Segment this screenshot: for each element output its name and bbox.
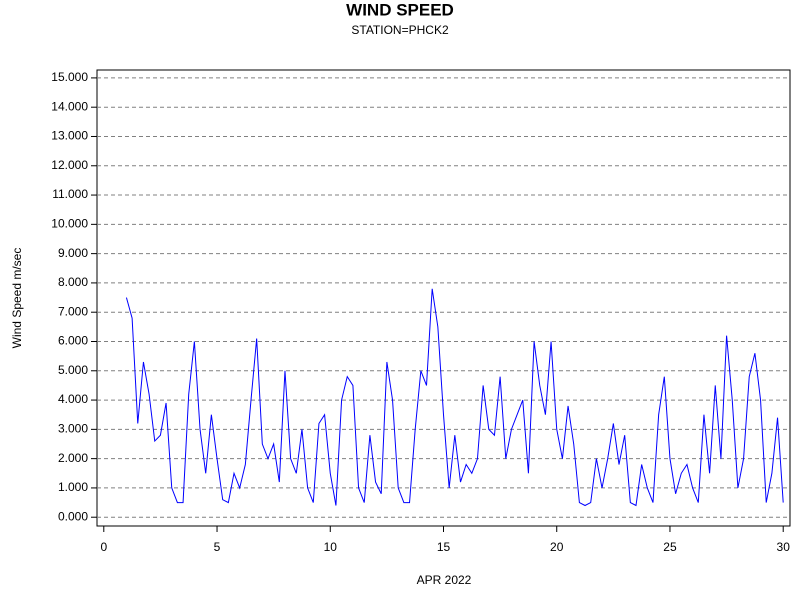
x-tick-label: 20 [550, 540, 564, 554]
data-line [125, 288, 784, 507]
plot-frame [96, 69, 791, 527]
y-tick-label: 2.000 [58, 451, 88, 465]
y-axis-label: Wind Speed m/sec [10, 248, 24, 349]
x-tick-label: 5 [214, 540, 221, 554]
x-tick-label: 25 [663, 540, 677, 554]
y-tick-label: 13.000 [51, 129, 88, 143]
x-tick-label: 15 [437, 540, 451, 554]
chart-title: WIND SPEED [346, 0, 454, 19]
y-tick-label: 11.000 [52, 187, 88, 201]
y-tick-label: 10.000 [51, 217, 88, 231]
y-tick-label: 7.000 [58, 304, 88, 318]
x-tick-label: 0 [100, 540, 107, 554]
y-tick-label: 0.000 [58, 509, 88, 523]
y-tick-label: 4.000 [58, 392, 88, 406]
y-tick-label: 12.000 [51, 158, 88, 172]
chart-subtitle: STATION=PHCK2 [351, 23, 449, 37]
x-tick-label: 10 [324, 540, 338, 554]
y-tick-label: 15.000 [51, 70, 88, 84]
x-axis-label: APR 2022 [417, 573, 472, 587]
y-tick-label: 5.000 [58, 363, 88, 377]
x-tick-label: 30 [777, 540, 791, 554]
y-tick-label: 14.000 [51, 99, 88, 113]
y-tick-label: 6.000 [58, 334, 88, 348]
y-tick-label: 9.000 [58, 246, 88, 260]
y-tick-label: 3.000 [58, 422, 88, 436]
y-tick-label: 8.000 [58, 275, 88, 289]
y-tick-label: 1.000 [58, 480, 88, 494]
